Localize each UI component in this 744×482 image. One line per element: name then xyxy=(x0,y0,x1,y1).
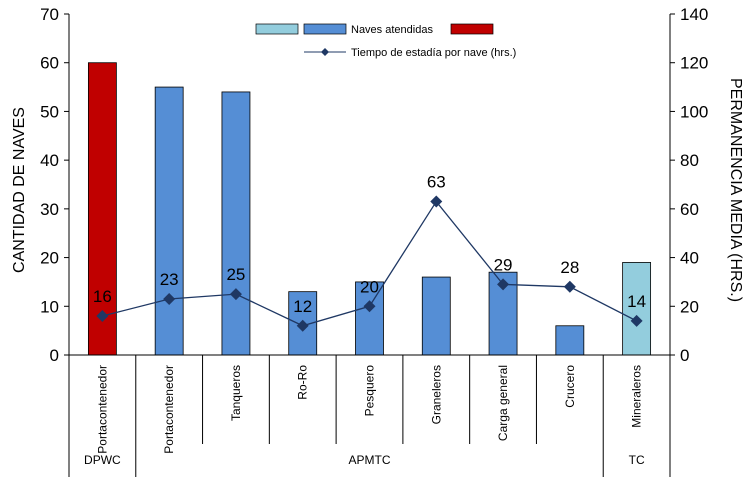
y-tick-label: 0 xyxy=(50,346,59,365)
data-label: 28 xyxy=(560,258,579,277)
data-label: 23 xyxy=(160,270,179,289)
y2-tick-label: 120 xyxy=(680,54,708,73)
x-tick-label: Mineraleros xyxy=(630,365,644,428)
line-layer xyxy=(96,195,643,332)
bars-layer xyxy=(87,62,652,356)
y-tick-label: 30 xyxy=(40,200,59,219)
legend: Naves atendidas Tiempo de estadía por na… xyxy=(255,23,516,59)
y2-tick-label: 0 xyxy=(680,346,689,365)
y2-tick-label: 40 xyxy=(680,249,699,268)
line-point-marker xyxy=(363,300,376,313)
x-tick-label: Carga general xyxy=(496,365,510,441)
data-label: 14 xyxy=(627,292,646,311)
line-point-marker xyxy=(296,319,309,332)
bar xyxy=(87,62,117,356)
labels-layer: 0 10 20 30 40 50 60 70 0 20 40 60 80 100 120 140 Portaco… xyxy=(40,5,708,467)
group-label: APMTC xyxy=(349,453,391,467)
group-label: DPWC xyxy=(84,453,121,467)
x-tick-label: Portacontenedor xyxy=(95,365,109,454)
data-label: 29 xyxy=(494,255,513,274)
y-tick-label: 70 xyxy=(40,5,59,24)
x-tick-label: Ro-Ro xyxy=(296,365,310,400)
y-axis-title: CANTIDAD DE NAVES xyxy=(11,107,28,273)
y2-tick-label: 140 xyxy=(680,5,708,24)
legend-bar-label: Naves atendidas xyxy=(351,24,433,36)
legend-swatch-2 xyxy=(303,23,347,35)
x-tick-label: Portacontenedor xyxy=(162,365,176,454)
x-tick-label: Graneleros xyxy=(429,365,443,424)
line-point-marker xyxy=(96,310,109,323)
legend-swatch-1 xyxy=(255,23,299,35)
line-point-marker xyxy=(630,314,643,327)
line-point-marker xyxy=(229,288,242,301)
y2-tick-label: 20 xyxy=(680,297,699,316)
y-tick-label: 50 xyxy=(40,102,59,121)
x-tick-label: Pesquero xyxy=(363,365,377,417)
data-label: 12 xyxy=(293,297,312,316)
line-point-marker xyxy=(430,195,443,208)
group-label: TC xyxy=(629,453,645,467)
line-point-marker xyxy=(497,278,510,291)
legend-line-marker xyxy=(321,48,329,56)
axes-layer xyxy=(64,13,675,477)
line-point-marker xyxy=(163,292,176,305)
x-tick-label: Crucero xyxy=(563,365,577,408)
bar xyxy=(154,86,184,356)
data-label: 20 xyxy=(360,277,379,296)
legend-swatch-3 xyxy=(450,23,494,35)
legend-line-label: Tiempo de estadía por nave (hrs.) xyxy=(351,47,516,59)
y2-tick-label: 60 xyxy=(680,200,699,219)
x-tick-label: Tanqueros xyxy=(229,365,243,421)
data-label: 16 xyxy=(93,287,112,306)
data-label: 25 xyxy=(226,265,245,284)
bar xyxy=(221,91,251,356)
y2-axis-title: PERMANENCIA MEDIA (HRS.) xyxy=(727,78,744,302)
y-tick-label: 40 xyxy=(40,151,59,170)
y-tick-label: 10 xyxy=(40,297,59,316)
data-label: 63 xyxy=(427,173,446,192)
y2-tick-label: 100 xyxy=(680,102,708,121)
y2-tick-label: 80 xyxy=(680,151,699,170)
y-tick-label: 60 xyxy=(40,54,59,73)
y-tick-label: 20 xyxy=(40,249,59,268)
bar xyxy=(421,276,451,356)
bar xyxy=(555,325,585,356)
line-point-marker xyxy=(563,280,576,293)
